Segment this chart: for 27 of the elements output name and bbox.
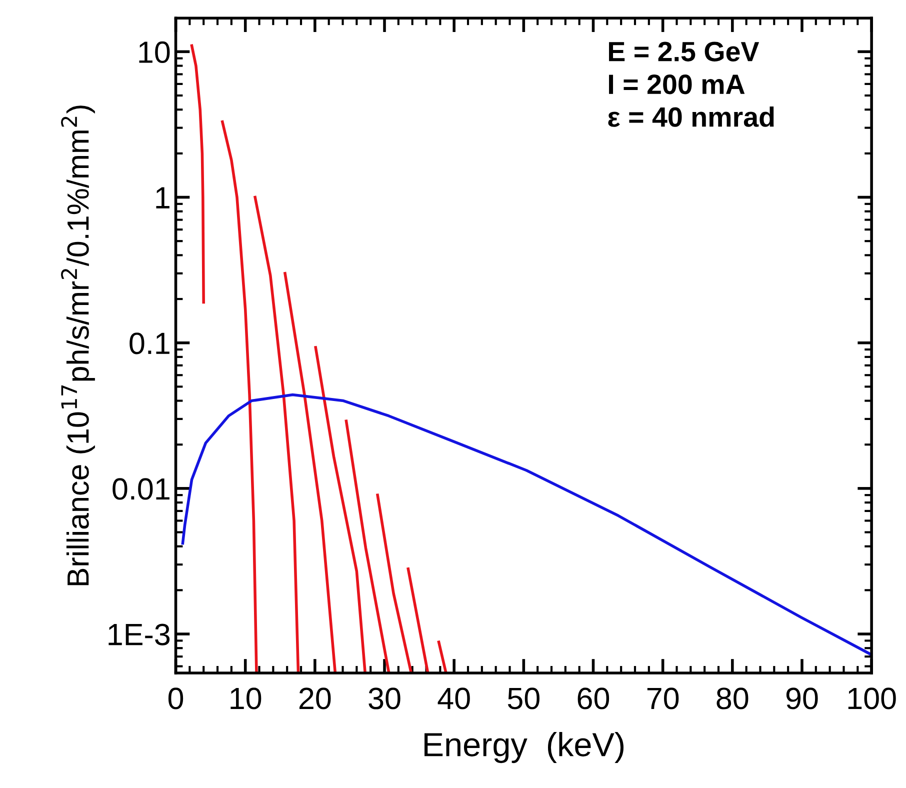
x-tick-label: 20: [299, 688, 331, 710]
x-tick-label: 80: [716, 688, 748, 710]
annotation: I = 200 mA: [609, 74, 745, 94]
annotation: ε = 40 nmrad: [608, 106, 774, 127]
line-series: [314, 346, 366, 673]
line-series: [254, 196, 300, 673]
line-series: [190, 44, 205, 304]
line-series: [220, 120, 258, 673]
line-series: [284, 272, 336, 673]
y-tick-label: 10: [139, 41, 170, 64]
x-tick-label: 90: [786, 688, 818, 710]
x-tick-label: 40: [438, 688, 470, 710]
x-tick-label: 10: [230, 688, 262, 710]
x-tick-label: 70: [647, 688, 679, 710]
y-tick-label: 1: [156, 187, 170, 208]
x-tick-label: 60: [578, 688, 610, 710]
x-tick-label: 50: [508, 688, 540, 710]
x-tick-label: 100: [848, 688, 896, 710]
line-series: [181, 393, 872, 656]
y-tick-label: 0.01: [112, 478, 170, 500]
annotation: E = 2.5 GeV: [609, 42, 760, 62]
y-axis-title: Brilliance (10$^{17}$ph/s/mr$^{2}$/0.1%/mm$^{2}$): [61, 106, 95, 586]
x-tick-label: 0: [168, 688, 184, 710]
x-axis-title: Energy (keV): [424, 732, 624, 764]
y-tick-label: 0.1: [130, 332, 170, 354]
x-tick-label: 30: [368, 688, 400, 710]
y-tick-label: 1E-3: [108, 624, 170, 646]
